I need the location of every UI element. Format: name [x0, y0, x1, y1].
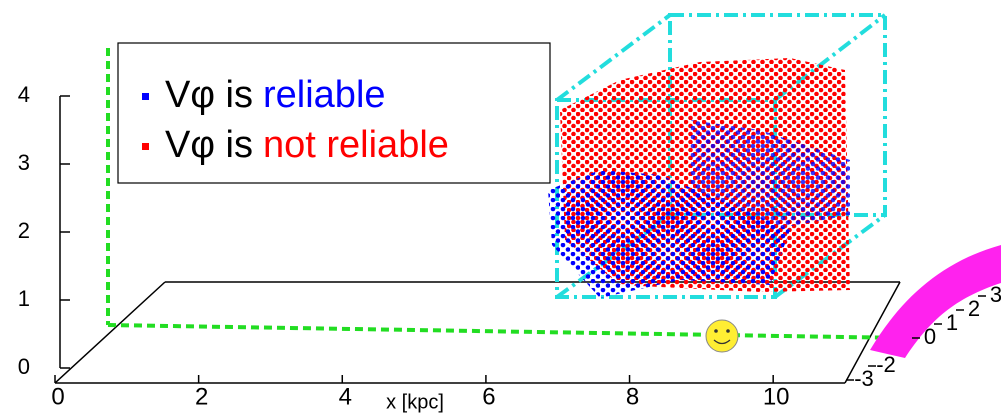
point-cloud	[690, 120, 850, 230]
legend-series-name: not reliable	[263, 124, 449, 166]
x-tick-label: 0	[51, 383, 64, 410]
y-tick-label: 2	[968, 296, 980, 321]
y-tick-label: 1	[946, 310, 958, 335]
z-tick-label: 4	[18, 82, 30, 107]
point-cloud	[548, 170, 790, 298]
x-tick-label: 2	[195, 383, 208, 410]
x-axis-label: x [kpc]	[386, 391, 444, 413]
x-tick-label: 4	[339, 383, 352, 410]
x-tick-label: 10	[763, 383, 790, 410]
arc	[870, 245, 1001, 358]
z-tick-label: 1	[18, 286, 30, 311]
legend-marker	[142, 93, 149, 100]
legend	[117, 42, 551, 184]
x-tick-label: 8	[626, 383, 639, 410]
y-tick-label: -3	[854, 366, 874, 391]
guide-line	[106, 48, 906, 340]
x-tick-label: 6	[482, 383, 495, 410]
z-tick-label: 0	[18, 354, 30, 379]
legend-prefix: Vφ is	[165, 124, 253, 166]
z-tick-label: 3	[18, 150, 30, 175]
legend-marker	[142, 143, 149, 150]
y-tick-label: 0	[924, 324, 936, 349]
y-tick-label: -2	[876, 352, 896, 377]
legend-prefix: Vφ is	[165, 74, 253, 116]
legend-series-name: reliable	[263, 74, 386, 116]
y-tick-label: 3	[990, 282, 1001, 307]
z-tick-label: 2	[18, 218, 30, 243]
legend-label: Vφ is not reliable	[165, 124, 449, 166]
legend-label: Vφ is reliable	[165, 74, 386, 116]
smiley	[705, 319, 739, 353]
